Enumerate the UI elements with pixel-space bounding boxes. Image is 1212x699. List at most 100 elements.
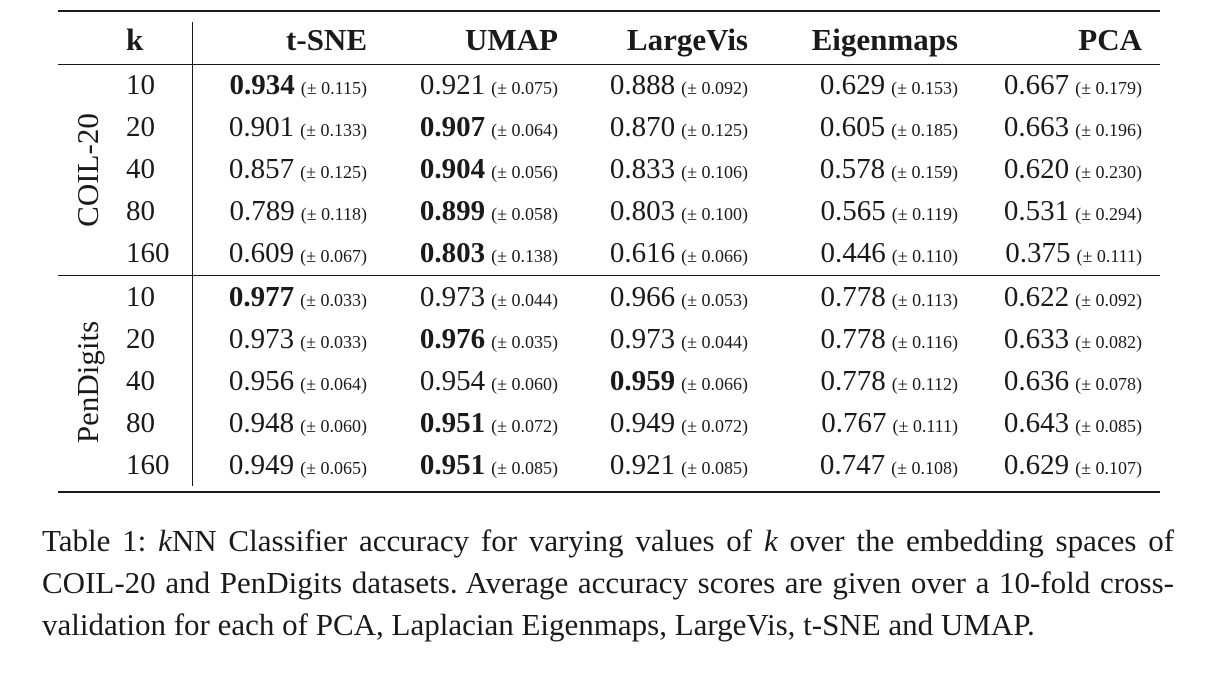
cell-stddev: (± 0.078) bbox=[1075, 374, 1142, 394]
cell-value: 0.620 bbox=[1003, 153, 1070, 185]
cell-value-best: 0.951 bbox=[419, 407, 486, 439]
table-caption: Table 1: kNN Classifier accuracy for var… bbox=[42, 520, 1174, 646]
cell-stddev: (± 0.092) bbox=[681, 78, 748, 98]
cell-stddev: (± 0.196) bbox=[1075, 120, 1142, 140]
cell-value: 0.833 bbox=[609, 153, 676, 185]
cell-value: 0.973 bbox=[228, 323, 295, 355]
cell-value: 0.789 bbox=[229, 195, 295, 227]
table-row: 10 0.977 (± 0.033) 0.973 (± 0.044) 0.966 (± 0.… bbox=[0, 276, 1212, 318]
table-cell: 0.565 (± 0.119) bbox=[770, 190, 958, 232]
table-row: 40 0.857 (± 0.125) 0.904 (± 0.056) 0.833 (± 0.… bbox=[0, 148, 1212, 190]
table-cell: 0.904 (± 0.056) bbox=[380, 148, 558, 190]
table-cell: 0.778 (± 0.116) bbox=[770, 318, 958, 360]
table-cell: 0.966 (± 0.053) bbox=[570, 276, 748, 318]
cell-value: 0.901 bbox=[228, 111, 295, 143]
table-row: 80 0.789 (± 0.118) 0.899 (± 0.058) 0.803 (± 0.… bbox=[0, 190, 1212, 232]
table-cell: 0.899 (± 0.058) bbox=[380, 190, 558, 232]
table-cell: 0.949 (± 0.072) bbox=[570, 402, 748, 444]
table-cell: 0.803 (± 0.138) bbox=[380, 232, 558, 274]
cell-k: 80 bbox=[126, 195, 155, 227]
cell-stddev: (± 0.106) bbox=[681, 162, 748, 182]
cell-stddev: (± 0.060) bbox=[300, 416, 367, 436]
cell-value: 0.870 bbox=[609, 111, 676, 143]
cell-value: 0.446 bbox=[820, 237, 886, 269]
cell-stddev: (± 0.035) bbox=[491, 332, 558, 352]
table-cell: 0.949 (± 0.065) bbox=[210, 444, 367, 486]
table-row: 10 0.934 (± 0.115) 0.921 (± 0.075) 0.888 (± 0.… bbox=[0, 64, 1212, 106]
table-cell: 0.948 (± 0.060) bbox=[210, 402, 367, 444]
table-row: 160 0.609 (± 0.067) 0.803 (± 0.138) 0.616 (± 0… bbox=[0, 232, 1212, 274]
cell-stddev: (± 0.075) bbox=[491, 78, 558, 98]
cell-k: 20 bbox=[126, 323, 155, 355]
table-cell: 0.951 (± 0.085) bbox=[380, 444, 558, 486]
table-cell: 0.901 (± 0.133) bbox=[210, 106, 367, 148]
cell-value: 0.531 bbox=[1003, 195, 1070, 227]
cell-value: 0.609 bbox=[228, 237, 295, 269]
table-row: 160 0.949 (± 0.065) 0.951 (± 0.085) 0.921 (± 0… bbox=[0, 444, 1212, 486]
cell-stddev: (± 0.138) bbox=[491, 246, 558, 266]
cell-k: 20 bbox=[126, 111, 155, 143]
cell-stddev: (± 0.066) bbox=[681, 374, 748, 394]
table-header-rule bbox=[58, 64, 1160, 65]
cell-value: 0.949 bbox=[228, 449, 295, 481]
table-cell: 0.633 (± 0.082) bbox=[980, 318, 1142, 360]
cell-stddev: (± 0.125) bbox=[300, 162, 367, 182]
cell-stddev: (± 0.112) bbox=[891, 374, 958, 394]
cell-value-best: 0.907 bbox=[419, 111, 486, 143]
cell-k: 40 bbox=[126, 365, 155, 397]
table-row: 20 0.901 (± 0.133) 0.907 (± 0.064) 0.870 (± 0.… bbox=[0, 106, 1212, 148]
cell-stddev: (± 0.111) bbox=[1076, 246, 1142, 266]
cell-value: 0.747 bbox=[819, 449, 886, 481]
table-cell: 0.667 (± 0.179) bbox=[980, 64, 1142, 106]
table-column-rule bbox=[192, 22, 193, 486]
cell-value: 0.663 bbox=[1003, 111, 1070, 143]
table-cell: 0.870 (± 0.125) bbox=[570, 106, 748, 148]
table-cell: 0.833 (± 0.106) bbox=[570, 148, 748, 190]
table-cell: 0.620 (± 0.230) bbox=[980, 148, 1142, 190]
header-tsne: t-SNE bbox=[286, 22, 367, 57]
table-row: 20 0.973 (± 0.033) 0.976 (± 0.035) 0.973 (± 0.… bbox=[0, 318, 1212, 360]
table-cell: 0.921 (± 0.075) bbox=[380, 64, 558, 106]
cell-stddev: (± 0.066) bbox=[681, 246, 748, 266]
table-cell: 0.446 (± 0.110) bbox=[770, 232, 958, 274]
cell-stddev: (± 0.159) bbox=[891, 162, 958, 182]
cell-value: 0.973 bbox=[419, 281, 486, 313]
cell-k: 10 bbox=[126, 69, 155, 101]
cell-value: 0.643 bbox=[1003, 407, 1070, 439]
cell-k: 10 bbox=[126, 281, 155, 313]
cell-value-best: 0.803 bbox=[419, 237, 486, 269]
table-cell: 0.789 (± 0.118) bbox=[210, 190, 367, 232]
cell-value: 0.803 bbox=[609, 195, 676, 227]
table-cell: 0.629 (± 0.107) bbox=[980, 444, 1142, 486]
cell-value-best: 0.934 bbox=[229, 69, 295, 101]
cell-stddev: (± 0.113) bbox=[891, 290, 958, 310]
cell-stddev: (± 0.033) bbox=[300, 290, 367, 310]
table-cell: 0.609 (± 0.067) bbox=[210, 232, 367, 274]
cell-value: 0.973 bbox=[609, 323, 676, 355]
cell-stddev: (± 0.100) bbox=[681, 204, 748, 224]
cell-stddev: (± 0.153) bbox=[891, 78, 958, 98]
table-cell: 0.643 (± 0.085) bbox=[980, 402, 1142, 444]
cell-value: 0.778 bbox=[820, 323, 886, 355]
cell-stddev: (± 0.111) bbox=[892, 416, 958, 436]
cell-value: 0.956 bbox=[228, 365, 295, 397]
table-cell: 0.616 (± 0.066) bbox=[570, 232, 748, 274]
cell-k: 160 bbox=[126, 449, 170, 481]
cell-k: 40 bbox=[126, 153, 155, 185]
cell-stddev: (± 0.067) bbox=[300, 246, 367, 266]
table-bottom-rule bbox=[58, 491, 1160, 493]
cell-stddev: (± 0.085) bbox=[681, 458, 748, 478]
cell-stddev: (± 0.056) bbox=[491, 162, 558, 182]
cell-value: 0.857 bbox=[228, 153, 295, 185]
cell-k: 160 bbox=[126, 237, 170, 269]
cell-value: 0.622 bbox=[1003, 281, 1070, 313]
cell-value-best: 0.976 bbox=[419, 323, 486, 355]
cell-value-best: 0.977 bbox=[228, 281, 295, 313]
table-cell: 0.973 (± 0.044) bbox=[380, 276, 558, 318]
table-cell: 0.636 (± 0.078) bbox=[980, 360, 1142, 402]
table-cell: 0.951 (± 0.072) bbox=[380, 402, 558, 444]
table-cell: 0.747 (± 0.108) bbox=[770, 444, 958, 486]
cell-value: 0.578 bbox=[819, 153, 886, 185]
table-cell: 0.977 (± 0.033) bbox=[210, 276, 367, 318]
cell-value-best: 0.899 bbox=[419, 195, 486, 227]
